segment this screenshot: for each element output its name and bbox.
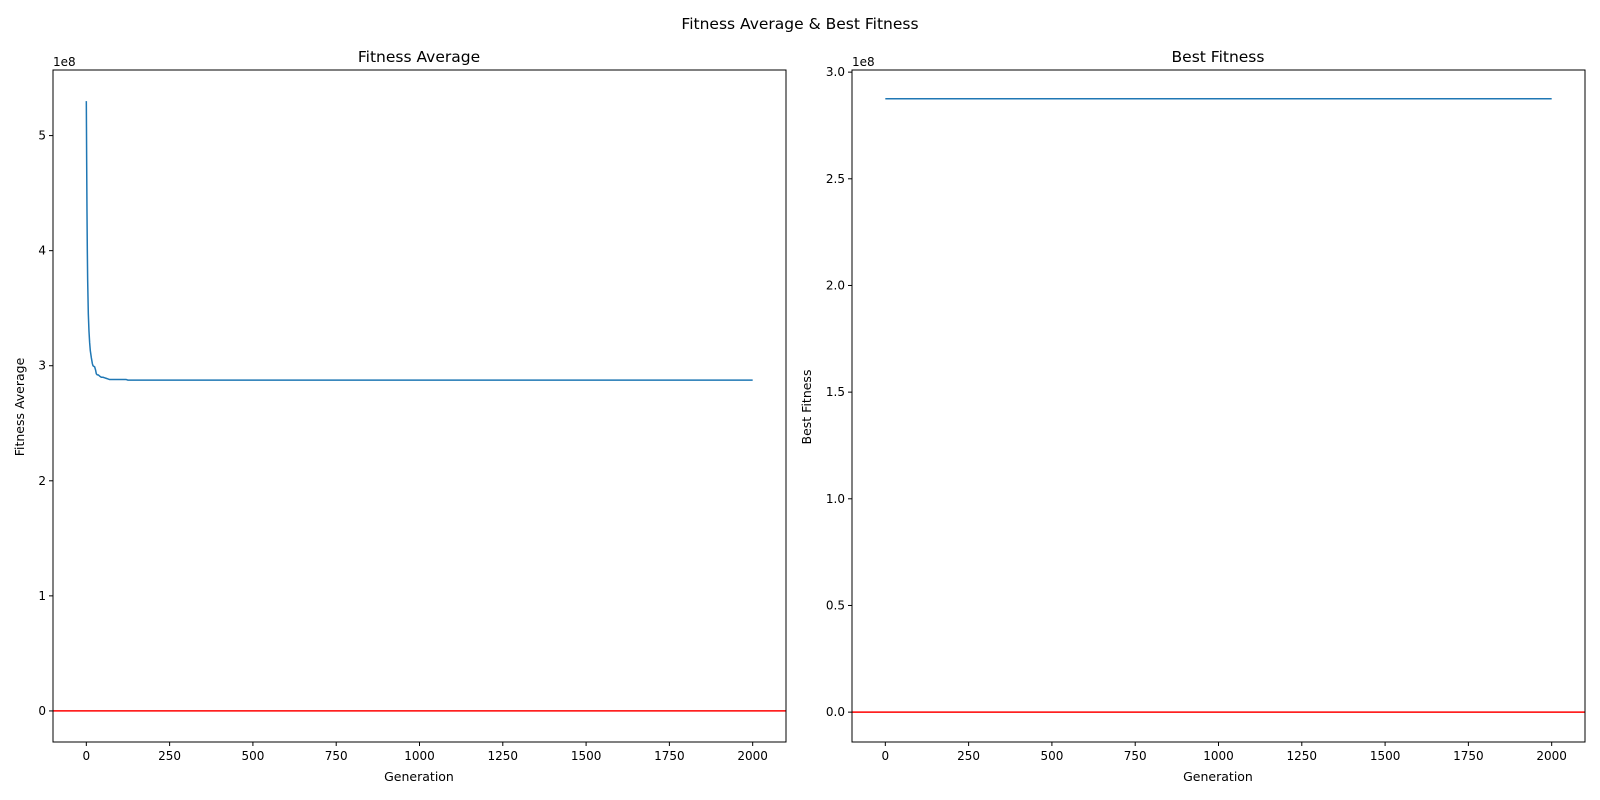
subplot-title: Best Fitness (1172, 48, 1265, 66)
x-tick-label: 250 (957, 749, 980, 763)
x-tick-label: 500 (241, 749, 264, 763)
x-tick-label: 1250 (488, 749, 519, 763)
x-tick-label: 2000 (1536, 749, 1567, 763)
x-tick-label: 1750 (654, 749, 685, 763)
y-axis-label: Fitness Average (12, 357, 27, 456)
x-tick-label: 750 (1124, 749, 1147, 763)
y-tick-label: 2 (38, 474, 46, 488)
y-tick-label: 1 (38, 589, 46, 603)
plot-area (852, 98, 1585, 713)
figure-suptitle: Fitness Average & Best Fitness (681, 15, 918, 33)
axes-frame (851, 69, 1586, 743)
plot-area (53, 101, 786, 712)
y-tick-label: 2.0 (826, 278, 845, 292)
y-axis-label: Best Fitness (799, 370, 814, 445)
x-tick-label: 0 (881, 749, 889, 763)
y-offset-label: 1e8 (852, 55, 875, 69)
axes-frame (52, 69, 787, 743)
subplot-best-fitness: Best Fitness Generation Best Fitness 1e8… (799, 48, 1586, 784)
x-tick-label: 2000 (737, 749, 768, 763)
y-offset-label: 1e8 (53, 55, 76, 69)
y-tick-label: 0.5 (826, 598, 845, 612)
y-tick-label: 0.0 (826, 705, 845, 719)
y-tick-label: 2.5 (826, 172, 845, 186)
y-tick-label: 1.0 (826, 492, 845, 506)
x-tick-label: 750 (325, 749, 348, 763)
x-tick-label: 1000 (1203, 749, 1234, 763)
x-tick-label: 1500 (571, 749, 602, 763)
x-tick-label: 250 (158, 749, 181, 763)
series-line (85, 101, 753, 381)
subplot-fitness-average: Fitness Average Generation Fitness Avera… (12, 48, 787, 784)
x-tick-label: 1000 (404, 749, 435, 763)
y-tick-label: 3.0 (826, 65, 845, 79)
y-tick-label: 4 (38, 244, 46, 258)
x-axis-label: Generation (1183, 769, 1253, 784)
subplot-title: Fitness Average (358, 48, 480, 66)
x-axis-label: Generation (384, 769, 454, 784)
x-tick-label: 1750 (1453, 749, 1484, 763)
x-tick-label: 1250 (1287, 749, 1318, 763)
x-tick-label: 500 (1040, 749, 1063, 763)
y-tick-label: 1.5 (826, 385, 845, 399)
x-tick-label: 1500 (1370, 749, 1401, 763)
y-tick-label: 5 (38, 129, 46, 143)
x-tick-label: 0 (82, 749, 90, 763)
y-tick-label: 0 (38, 704, 46, 718)
y-tick-label: 3 (38, 359, 46, 373)
